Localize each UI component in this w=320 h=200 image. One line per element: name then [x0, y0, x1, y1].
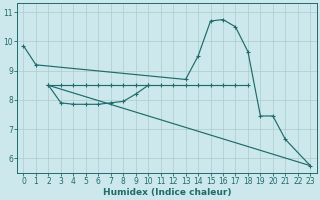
X-axis label: Humidex (Indice chaleur): Humidex (Indice chaleur)	[103, 188, 231, 197]
